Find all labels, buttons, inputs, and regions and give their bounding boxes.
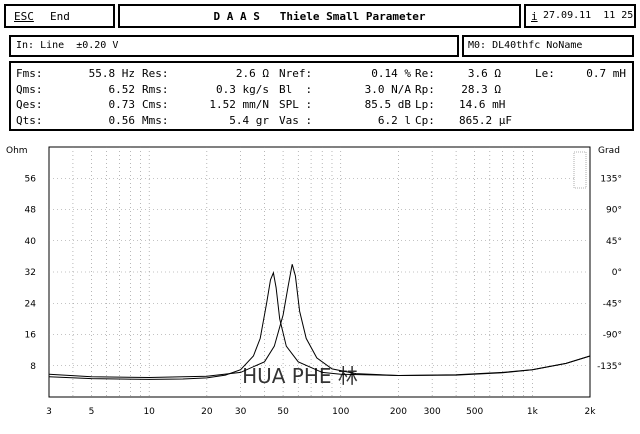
param-key: Vas :: [279, 113, 313, 127]
left-tick-label: 48: [25, 206, 37, 216]
param-key: Res:: [142, 67, 169, 80]
right-tick-label: 0°: [612, 268, 622, 278]
param-key: Qms:: [16, 82, 43, 96]
impedance-curve-2: [48, 264, 591, 379]
right-tick-label: 45°: [606, 237, 622, 247]
param-key: Rms:: [142, 82, 169, 96]
title-box: D A A S Thiele Small Parameter: [118, 4, 521, 28]
datetime-box: i 27.09.11 11 25: [524, 4, 636, 28]
param-value: 3.0 N/A: [364, 82, 411, 96]
x-tick-label: 10: [143, 407, 155, 417]
param-key: Le:: [535, 67, 555, 80]
param-value: 5.4 gr: [229, 113, 269, 127]
param-key: Rp:: [415, 82, 435, 96]
x-tick-label: 2k: [585, 407, 597, 417]
x-tick-label: 50: [277, 407, 289, 417]
param-key: Nref:: [279, 67, 313, 80]
end-label: End: [50, 10, 70, 23]
right-tick-label: 90°: [606, 206, 622, 216]
right-axis-label: Grad: [598, 146, 620, 156]
param-key: Cp:: [415, 113, 435, 127]
param-value: 2.6 Ω: [235, 67, 269, 80]
param-value: 0.14 %: [371, 67, 411, 80]
param-value: 0.7 mH: [586, 67, 626, 80]
param-value: 6.52: [108, 82, 136, 96]
right-tick-label: -135°: [597, 362, 622, 372]
x-tick-label: 5: [89, 407, 95, 417]
memory-slot-box[interactable]: M0: DL40thfc NoName: [462, 35, 634, 57]
page-title: D A A S Thiele Small Parameter: [213, 10, 426, 23]
left-tick-label: 24: [25, 299, 37, 309]
input-setting-text: In: Line ±0.20 V: [16, 40, 119, 51]
param-key: Fms:: [16, 67, 43, 80]
info-icon[interactable]: i: [531, 10, 538, 23]
left-tick-label: 40: [25, 237, 37, 247]
x-tick-label: 300: [424, 407, 441, 417]
param-value: 0.73: [108, 98, 136, 111]
left-tick-label: 32: [25, 268, 36, 278]
right-tick-label: -90°: [603, 331, 622, 341]
left-tick-label: 8: [30, 362, 36, 372]
param-value: 6.2 l: [377, 113, 411, 127]
param-key: Qts:: [16, 113, 43, 127]
datetime-text: 27.09.11 11 25: [543, 10, 634, 21]
left-axis-label: Ohm: [6, 146, 28, 156]
param-key: SPL :: [279, 98, 313, 111]
param-value: 55.8 Hz: [88, 67, 135, 80]
input-setting-box[interactable]: In: Line ±0.20 V: [9, 35, 459, 57]
param-value: 0.56: [108, 113, 136, 127]
param-value: 14.6 mH: [459, 98, 506, 111]
x-tick-label: 200: [390, 407, 407, 417]
memory-slot-text: M0: DL40thfc NoName: [468, 40, 583, 51]
plot-frame: [48, 146, 591, 398]
param-value: 1.52 mm/N: [209, 98, 269, 111]
right-tick-label: -45°: [603, 299, 622, 309]
param-value: 0.3 kg/s: [216, 82, 269, 96]
param-value: 85.5 dB: [364, 98, 411, 111]
impedance-chart: HUA PHE 林 Ohm Grad 56 48 40 32 24 16 8 135° 90° 45° 0…: [0, 140, 640, 431]
watermark-text: HUA PHE 林: [242, 364, 358, 388]
x-tick-label: 3: [46, 407, 52, 417]
param-key: Re:: [415, 67, 435, 80]
x-tick-label: 100: [332, 407, 349, 417]
scale-marker: [573, 151, 587, 189]
x-tick-label: 20: [201, 407, 213, 417]
param-value: 865.2 µF: [459, 113, 512, 127]
x-tick-label: 1k: [527, 407, 539, 417]
param-value: 28.3 Ω: [461, 82, 501, 96]
param-key: Qes:: [16, 98, 43, 111]
param-key: Cms:: [142, 98, 169, 111]
right-tick-label: 135°: [600, 174, 622, 184]
left-tick-label: 56: [25, 174, 37, 184]
left-tick-label: 16: [25, 331, 37, 341]
param-value: 3.6 Ω: [467, 67, 501, 80]
param-key: Mms:: [142, 113, 169, 127]
ts-parameter-panel: Fms: 55.8 Hz Res: 2.6 Ω Nref: 0.14 % Re: 3.6 Ω L…: [9, 61, 634, 131]
escape-box[interactable]: ESC End: [4, 4, 115, 28]
esc-key-label: ESC: [14, 10, 34, 23]
x-tick-label: 500: [466, 407, 483, 417]
param-key: Bl :: [279, 82, 313, 96]
param-key: Lp:: [415, 98, 435, 111]
x-tick-label: 30: [235, 407, 247, 417]
